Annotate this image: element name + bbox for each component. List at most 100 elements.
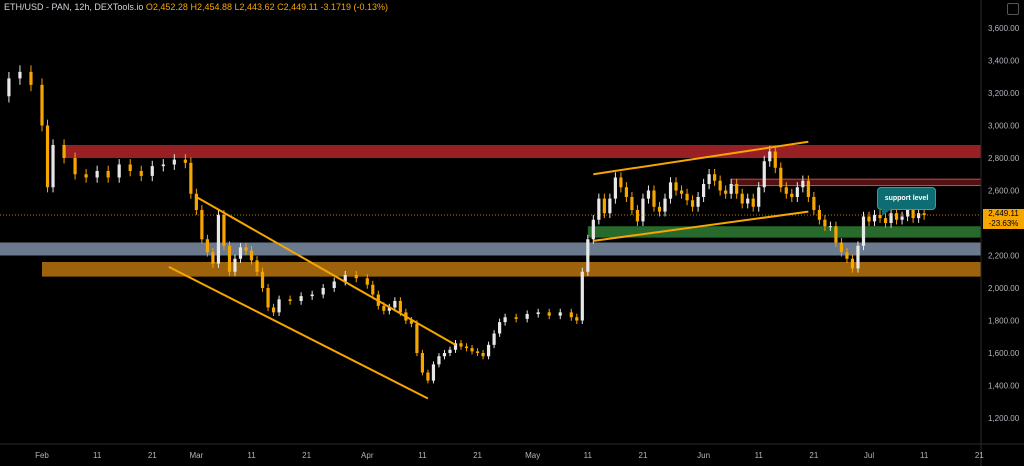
candle-body xyxy=(845,252,849,259)
candle-body xyxy=(205,239,209,253)
candle-body xyxy=(382,305,386,311)
y-tick-label: 1,600.00 xyxy=(988,349,1020,358)
candle-body xyxy=(29,71,33,85)
candle-body xyxy=(856,245,860,269)
candle-body xyxy=(387,307,391,311)
candle-body xyxy=(459,343,463,347)
candle-body xyxy=(255,260,259,272)
candle-body xyxy=(321,288,325,295)
resistance-zone xyxy=(64,145,981,158)
x-tick-label: May xyxy=(525,451,540,460)
candle-body xyxy=(591,219,595,240)
y-tick-label: 2,800.00 xyxy=(988,154,1020,163)
candle-body xyxy=(51,145,55,188)
candle-body xyxy=(663,198,667,212)
candle-body xyxy=(277,299,281,313)
x-tick-label: Jun xyxy=(697,451,710,460)
candle-body xyxy=(839,242,844,253)
last-price-change: -23.63% xyxy=(988,219,1019,229)
candle-body xyxy=(409,320,413,324)
legend-symbol: ETH/USD - PAN, 12h, DEXTools.io xyxy=(4,2,144,12)
x-tick-label: 21 xyxy=(302,451,311,460)
candle-body xyxy=(106,171,110,178)
candle-body xyxy=(288,299,292,301)
y-tick-label: 2,000.00 xyxy=(988,284,1020,293)
candle-body xyxy=(7,78,11,97)
y-tick-label: 3,000.00 xyxy=(988,122,1020,131)
x-tick-label: 21 xyxy=(975,451,984,460)
candle-body xyxy=(398,301,402,313)
candle-body xyxy=(679,190,684,194)
legend-high: H2,454.88 xyxy=(190,2,233,12)
candle-body xyxy=(674,182,678,191)
candle-body xyxy=(244,247,248,251)
candle-body xyxy=(702,184,706,197)
candle-body xyxy=(426,372,430,381)
candle-body xyxy=(393,301,397,308)
candle-body xyxy=(569,312,573,318)
candle-body xyxy=(757,187,761,207)
callout-pointer xyxy=(882,207,894,216)
candle-body xyxy=(525,314,529,319)
upper-zone xyxy=(730,178,982,187)
last-price-tag: 2,449.11 -23.63% xyxy=(983,209,1024,230)
candle-body xyxy=(707,174,711,184)
wedge-upper xyxy=(593,140,809,176)
candle-body xyxy=(905,208,910,217)
legend-close: C2,449.11 xyxy=(277,2,318,12)
candle-body xyxy=(365,278,369,285)
candle-body xyxy=(812,197,816,210)
candle-body xyxy=(668,182,673,199)
candle-body xyxy=(801,180,805,188)
candle-body xyxy=(161,164,165,167)
candle-body xyxy=(922,213,926,216)
x-tick-label: 21 xyxy=(809,451,818,460)
x-tick-label: Mar xyxy=(189,451,203,460)
candle-body xyxy=(492,333,496,345)
support-level-callout[interactable]: support level xyxy=(877,187,936,210)
candle-body xyxy=(536,312,540,314)
candle-body xyxy=(437,356,441,365)
candle-body xyxy=(713,174,717,181)
settings-box-icon[interactable] xyxy=(1007,3,1019,15)
candle-body xyxy=(238,247,243,259)
candle-body xyxy=(861,216,866,246)
y-tick-label: 3,400.00 xyxy=(988,57,1020,66)
x-tick-label: 21 xyxy=(148,451,157,460)
candle-body xyxy=(746,198,750,204)
candle-body xyxy=(415,323,419,353)
candle-body xyxy=(222,214,226,246)
candle-body xyxy=(608,198,612,214)
candle-body xyxy=(442,353,447,357)
legend-open: O2,452.28 xyxy=(145,2,188,12)
candle-body xyxy=(211,252,215,264)
candle-body xyxy=(233,258,237,272)
candle-body xyxy=(260,271,265,288)
x-tick-label: 21 xyxy=(473,451,482,460)
candle-body xyxy=(883,218,888,223)
candle-body xyxy=(690,200,695,207)
candle-body xyxy=(354,275,358,279)
candle-body xyxy=(685,193,689,201)
candle-body xyxy=(911,208,915,219)
candle-body xyxy=(823,219,827,227)
y-tick-label: 1,200.00 xyxy=(988,414,1020,423)
candle-body xyxy=(619,177,623,188)
candle-body xyxy=(779,167,783,188)
candle-body xyxy=(850,258,855,269)
candle-body xyxy=(635,210,640,222)
candle-body xyxy=(18,71,22,79)
candle-body xyxy=(95,171,99,178)
candle-body xyxy=(475,351,480,353)
y-tick-label: 2,600.00 xyxy=(988,187,1020,196)
candle-body xyxy=(795,187,799,197)
blue-zone xyxy=(0,242,982,256)
x-tick-label: 11 xyxy=(920,451,929,460)
candle-body xyxy=(310,294,314,297)
candle-body xyxy=(371,284,375,295)
candle-body xyxy=(558,312,562,316)
x-tick-label: Jul xyxy=(864,451,874,460)
candle-body xyxy=(299,296,303,301)
candle-body xyxy=(917,213,921,219)
